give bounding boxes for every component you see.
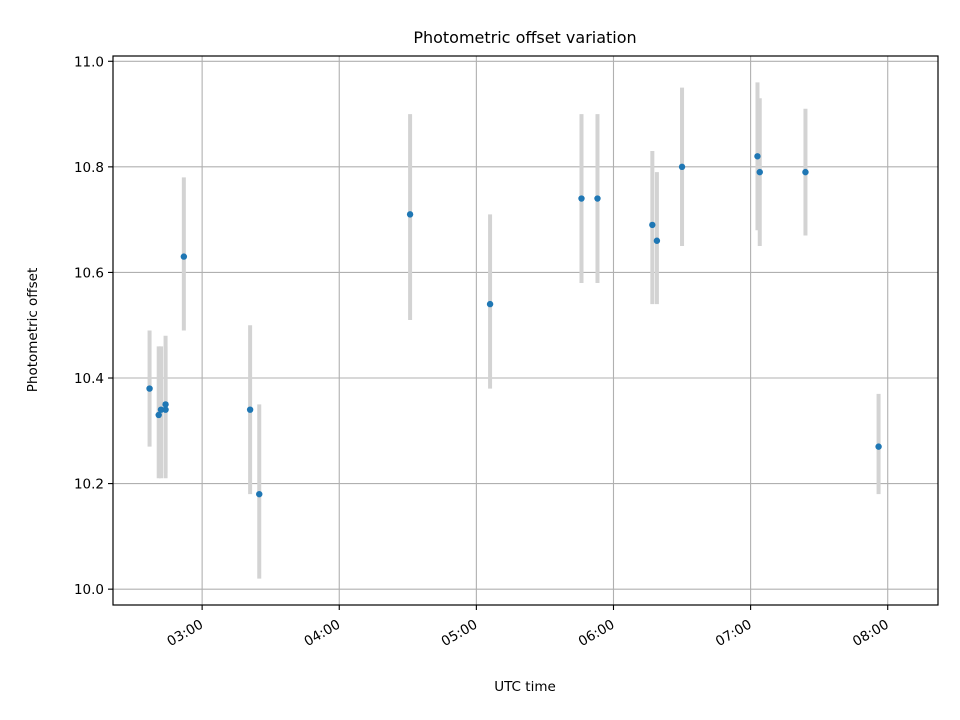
y-tick-label: 10.6 [74,265,104,281]
data-point [256,490,263,498]
data-point [155,411,162,419]
data-point [578,195,585,202]
x-axis-label: UTC time [494,679,556,695]
data-point [180,253,188,260]
chart-title: Photometric offset variation [413,28,636,47]
data-point [162,401,169,408]
data-point [146,385,153,392]
data-point [157,406,165,413]
data-point [653,237,661,244]
data-point [756,168,763,176]
y-tick-label: 10.4 [74,371,104,387]
y-tick-label: 10.2 [74,477,104,493]
y-tick-label: 10.8 [74,160,104,176]
plot-frame [112,55,939,606]
plot-area [113,56,938,605]
data-point [162,406,169,413]
y-tick-label: 11.0 [74,54,104,70]
data-points [146,153,882,498]
data-point [594,195,601,202]
y-axis-label: Photometric offset [25,268,41,392]
data-point [678,163,686,171]
data-point [246,406,254,413]
data-point [875,443,882,450]
y-tick-label: 10.0 [74,582,104,598]
y-axis-ticks: 10.0 10.2 10.4 10.6 10.8 11.0 [74,54,113,598]
data-point [754,153,761,160]
data-point [802,168,809,176]
data-point [649,221,656,229]
data-point [406,211,414,218]
data-point [486,300,494,308]
